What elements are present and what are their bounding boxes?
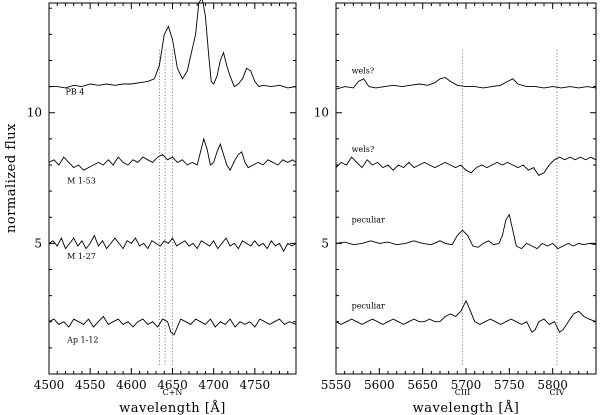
line-annotation: C+N bbox=[163, 388, 183, 397]
x-axis-label: wavelength [Å] bbox=[119, 400, 226, 415]
y-tick-label: 5 bbox=[34, 236, 42, 250]
spectrum-line bbox=[335, 156, 597, 176]
spectrum-label: wels? bbox=[352, 67, 375, 76]
x-tick-label: 4500 bbox=[34, 378, 65, 392]
spectrum-line bbox=[49, 0, 297, 89]
spectrum-label: wels? bbox=[352, 145, 375, 154]
x-tick-label: 4600 bbox=[116, 378, 147, 392]
x-tick-label: 5750 bbox=[494, 378, 525, 392]
y-tick-label: 5 bbox=[321, 236, 329, 250]
spectrum-label: M 1-53 bbox=[67, 176, 96, 185]
x-tick-label: 4550 bbox=[75, 378, 106, 392]
x-tick-label: 5700 bbox=[451, 378, 482, 392]
y-axis-label: normalized flux bbox=[4, 123, 19, 233]
x-axis-label: wavelength [Å] bbox=[413, 400, 520, 415]
right-panel: 5550 5600 5650 5700 5750 5800 wavelength [Å] 5 1… bbox=[314, 2, 597, 415]
spectrum-line bbox=[335, 213, 597, 250]
x-tick-label: 5800 bbox=[537, 378, 568, 392]
line-annotation: CIII bbox=[455, 388, 471, 397]
line-annotation: CIV bbox=[549, 388, 564, 397]
x-tick-label: 4650 bbox=[157, 378, 188, 392]
spectrum-label: Ap 1-12 bbox=[66, 336, 98, 345]
spectrum-line bbox=[48, 137, 297, 172]
y-tick-label: 10 bbox=[314, 106, 329, 120]
x-tick-label: 5550 bbox=[321, 378, 352, 392]
x-tick-label: 5600 bbox=[364, 378, 395, 392]
left-panel: 4500 4550 4600 4650 4700 4750 wavelength [Å] 5 1… bbox=[27, 0, 297, 415]
x-tick-label: 4700 bbox=[198, 378, 229, 392]
spectrum-line bbox=[335, 299, 597, 333]
spectrum-label: PB 4 bbox=[65, 87, 84, 96]
x-tick-label: 4750 bbox=[240, 378, 271, 392]
spectrum-line bbox=[335, 77, 597, 90]
spectrum-label: M 1-27 bbox=[67, 252, 96, 261]
spectrum-line bbox=[48, 315, 297, 336]
spectrum-label: peculiar bbox=[352, 302, 385, 311]
x-tick-label: 5650 bbox=[407, 378, 438, 392]
y-tick-label: 10 bbox=[27, 106, 42, 120]
spectrum-line bbox=[48, 234, 297, 253]
spectrum-label: peculiar bbox=[352, 215, 385, 224]
